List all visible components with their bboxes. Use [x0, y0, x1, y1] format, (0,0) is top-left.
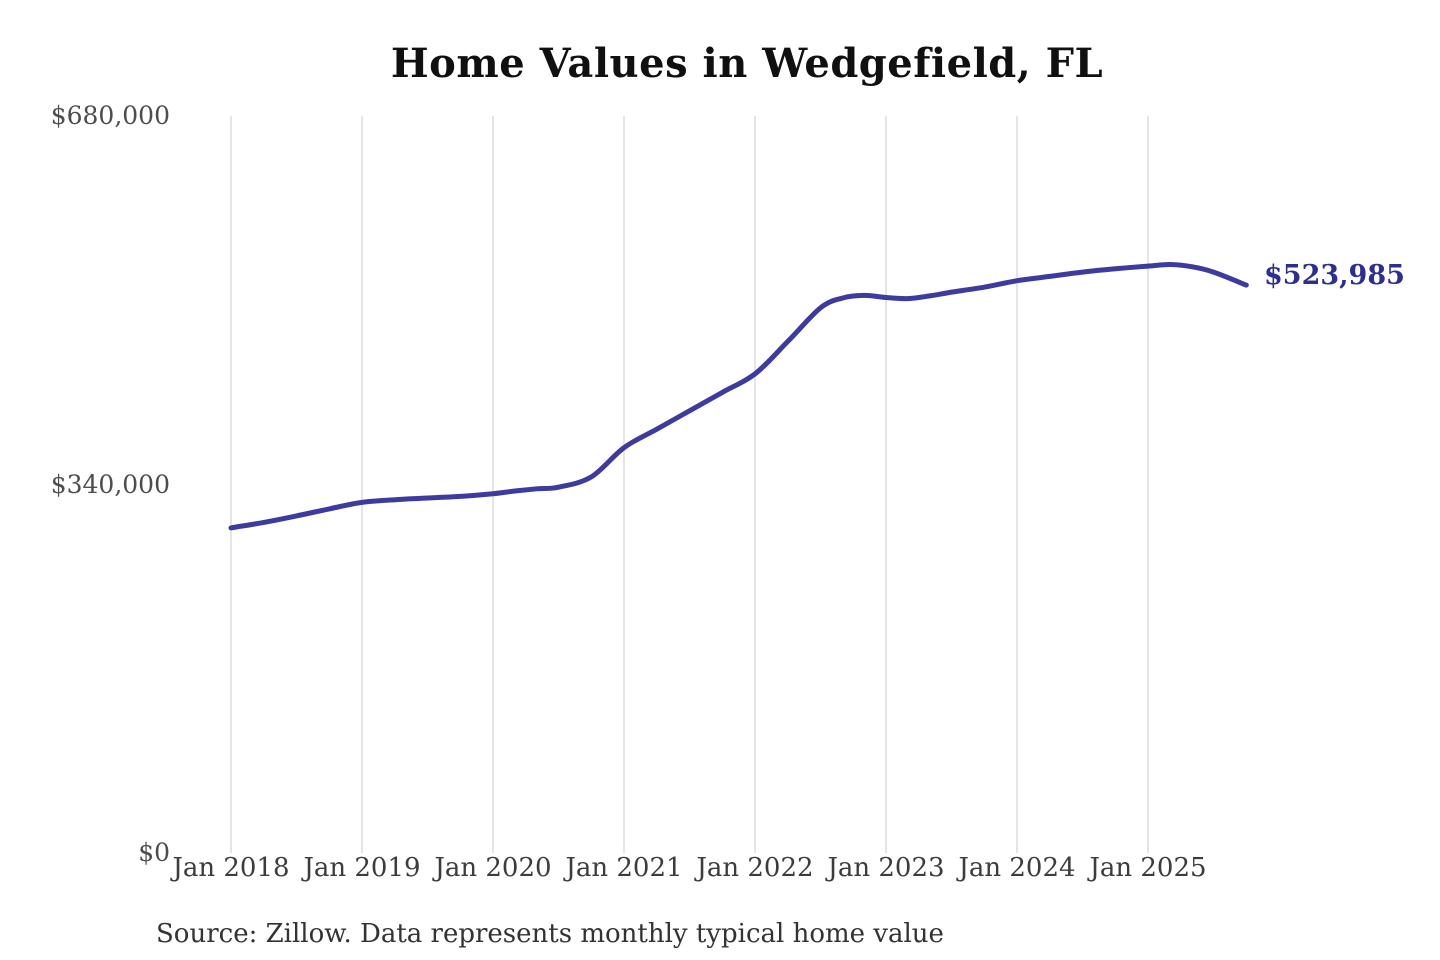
latest-value-label: $523,985	[1264, 260, 1405, 291]
chart-title: Home Values in Wedgefield, FL	[390, 40, 1104, 87]
x-axis-tick-label: Jan 2020	[434, 853, 552, 883]
y-axis-tick-label: $0	[138, 838, 170, 867]
x-axis-tick-label: Jan 2023	[827, 853, 945, 883]
x-axis-tick-label: Jan 2021	[565, 853, 683, 883]
x-axis-tick-label: Jan 2024	[958, 853, 1076, 883]
x-axis-tick-label: Jan 2019	[303, 853, 421, 883]
x-axis-tick-label: Jan 2018	[172, 853, 290, 883]
home-value-line	[228, 261, 1249, 531]
source-note: Source: Zillow. Data represents monthly …	[156, 919, 944, 949]
y-axis-tick-label: $680,000	[50, 101, 170, 130]
x-axis-tick-label: Jan 2025	[1089, 853, 1207, 883]
y-axis-tick-label: $340,000	[50, 469, 170, 499]
x-axis-tick-label: Jan 2022	[696, 853, 814, 883]
